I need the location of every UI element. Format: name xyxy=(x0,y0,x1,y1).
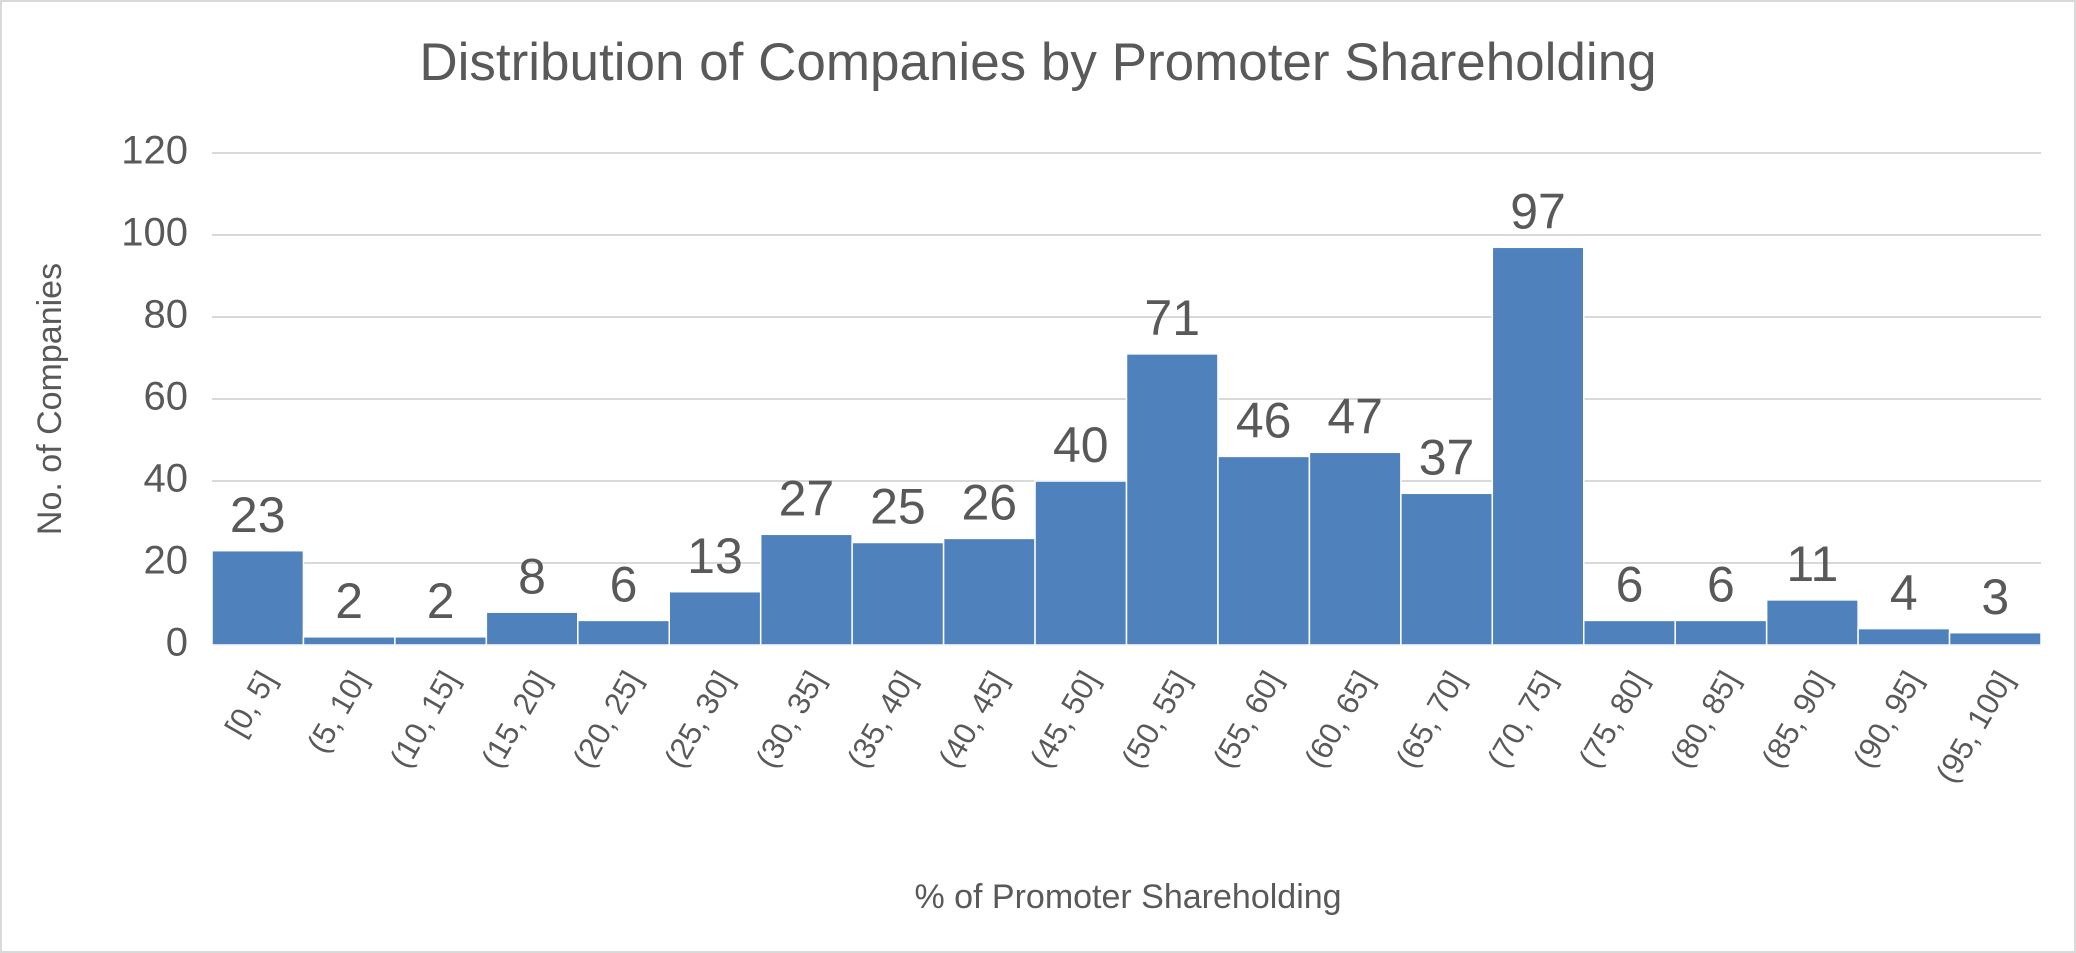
bar xyxy=(1674,619,1768,646)
data-label: 25 xyxy=(870,479,926,535)
data-label: 11 xyxy=(1786,536,1838,592)
data-label: 71 xyxy=(1144,290,1200,346)
data-label: 40 xyxy=(1053,417,1109,473)
bar xyxy=(302,636,396,646)
data-label: 2 xyxy=(427,573,455,629)
y-tick-label: 20 xyxy=(144,539,189,583)
data-label: 6 xyxy=(610,557,638,613)
bar xyxy=(577,619,670,646)
bar xyxy=(1034,480,1128,646)
bar xyxy=(1948,631,2042,646)
data-label: 13 xyxy=(687,528,743,584)
data-label: 6 xyxy=(1616,557,1644,613)
data-label: 4 xyxy=(1890,565,1918,621)
bar xyxy=(1583,619,1676,646)
y-tick-label: 0 xyxy=(166,621,188,665)
data-label: 97 xyxy=(1510,184,1566,240)
data-label: 23 xyxy=(230,487,286,543)
y-tick-label: 40 xyxy=(144,457,189,501)
y-tick-label: 80 xyxy=(144,293,189,337)
bar xyxy=(1308,451,1402,646)
bar xyxy=(1857,627,1951,646)
bar xyxy=(1217,455,1311,646)
data-label: 2 xyxy=(335,573,363,629)
y-axis-label: No. of Companies xyxy=(31,263,69,535)
bar xyxy=(668,590,762,646)
data-label: 3 xyxy=(1981,569,2009,625)
bar xyxy=(485,611,579,646)
bar xyxy=(1491,246,1585,646)
bar xyxy=(1400,492,1494,646)
bar xyxy=(211,549,305,646)
data-label: 26 xyxy=(962,475,1018,531)
x-axis-label: % of Promoter Shareholding xyxy=(914,878,1341,916)
chart-title: Distribution of Companies by Promoter Sh… xyxy=(419,33,1656,92)
data-label: 47 xyxy=(1327,389,1383,445)
bar xyxy=(1765,599,1859,646)
y-tick-label: 60 xyxy=(144,375,189,419)
bar xyxy=(942,537,1036,646)
data-label: 6 xyxy=(1707,557,1735,613)
y-tick-label: 100 xyxy=(121,211,188,255)
bar xyxy=(1125,353,1219,646)
data-label: 46 xyxy=(1236,393,1292,449)
bar xyxy=(394,636,488,646)
data-label: 27 xyxy=(779,471,835,527)
y-tick-label: 120 xyxy=(121,129,188,173)
data-label: 8 xyxy=(518,548,546,604)
bar xyxy=(759,533,853,646)
data-label: 37 xyxy=(1419,430,1475,486)
bar xyxy=(851,541,945,646)
